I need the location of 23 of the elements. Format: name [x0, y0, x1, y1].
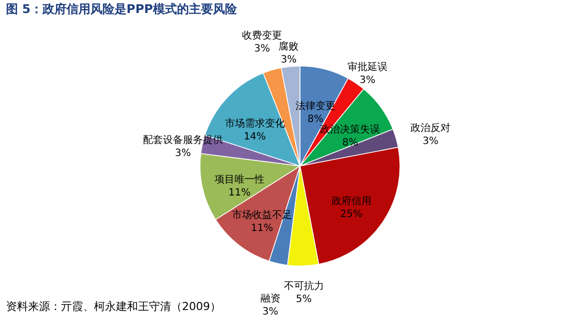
text: 资料来源：亓霞、柯永建和王守清（2009）	[6, 300, 221, 313]
chart-title: 图 5：政府信用风险是PPP模式的主要风险	[6, 2, 238, 16]
data-label: 11%	[250, 222, 274, 234]
slice-label: 腐败	[278, 40, 299, 53]
data-label: 3%	[262, 306, 278, 318]
data-label: 25%	[340, 208, 362, 220]
slice-label: 审批延误	[347, 60, 388, 73]
data-label: 3%	[280, 54, 297, 66]
data-label: 3%	[360, 74, 376, 86]
data-label: 8%	[307, 114, 324, 125]
slice-label: 政府信用	[331, 194, 372, 207]
data-label: 3%	[422, 136, 439, 148]
data-label: 3%	[174, 148, 191, 159]
data-label: 14%	[244, 132, 266, 143]
slice-label: 收费变更	[242, 29, 282, 42]
slice-label: 项目唯一性	[214, 174, 264, 186]
data-label: 3%	[254, 43, 270, 54]
data-label: 8%	[342, 138, 358, 149]
data-label: 5%	[296, 294, 312, 305]
slice-label: 融资	[260, 292, 280, 305]
data-label: 11%	[228, 188, 251, 199]
slice-label: 政治反对	[410, 122, 451, 134]
slice-label: 不可抗力	[284, 280, 324, 292]
